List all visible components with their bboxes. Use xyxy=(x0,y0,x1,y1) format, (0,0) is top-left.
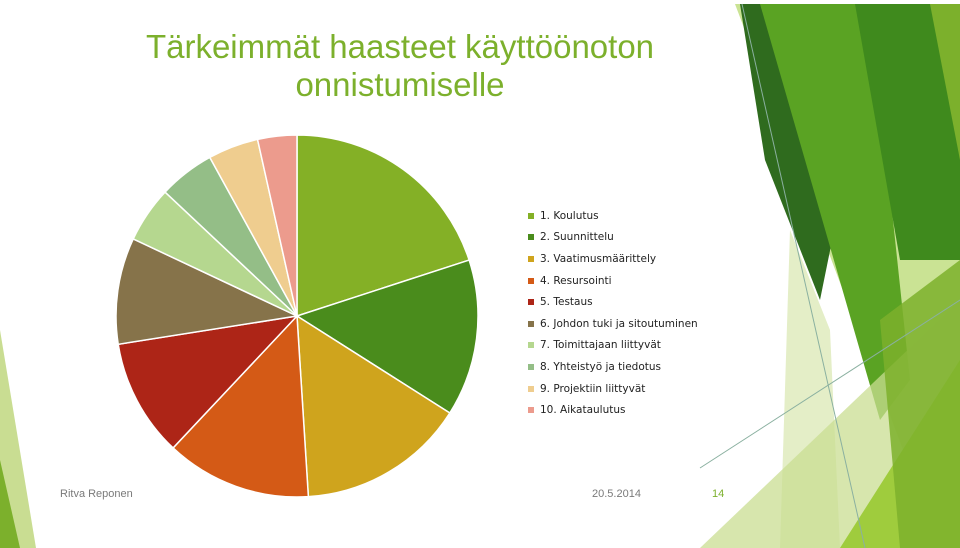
legend-swatch xyxy=(528,277,534,284)
footer-date: 20.5.2014 xyxy=(592,488,641,500)
legend-item-8: 8. Yhteistyö ja tiedotus xyxy=(528,356,698,378)
legend-label: 9. Projektiin liittyvät xyxy=(540,382,646,395)
deco-line xyxy=(741,3,866,548)
legend-label: 10. Aikataulutus xyxy=(540,404,626,417)
legend-label: 3. Vaatimusmäärittely xyxy=(540,252,657,265)
legend-swatch xyxy=(528,363,534,370)
deco-line xyxy=(699,299,960,469)
legend-swatch xyxy=(528,385,534,392)
legend-item-10: 10. Aikataulutus xyxy=(528,399,698,421)
pie-chart xyxy=(115,134,479,498)
legend-item-3: 3. Vaatimusmäärittely xyxy=(528,248,698,270)
legend-swatch xyxy=(528,212,534,219)
pie-slice-10 xyxy=(256,134,298,317)
pie-slice-3 xyxy=(296,314,451,498)
legend-swatch xyxy=(528,255,534,262)
legend-label: 7. Toimittajaan liittyvät xyxy=(540,339,661,352)
title-line-1: Tärkeimmät haasteet käyttöönoton xyxy=(145,28,655,65)
legend-label: 6. Johdon tuki ja sitoutuminen xyxy=(540,317,698,330)
footer-author: Ritva Reponen xyxy=(60,488,133,500)
legend-label: 2. Suunnittelu xyxy=(540,231,614,244)
legend-item-5: 5. Testaus xyxy=(528,291,698,313)
pie-slice-6 xyxy=(115,237,300,346)
legend-item-9: 9. Projektiin liittyvät xyxy=(528,378,698,400)
slide-title: Tärkeimmät haasteet käyttöönoton onnistu… xyxy=(80,28,720,104)
legend-swatch xyxy=(528,407,534,414)
pie-slice-4 xyxy=(172,314,310,498)
legend-swatch xyxy=(528,320,534,327)
deco-shape xyxy=(855,4,960,260)
deco-shape xyxy=(0,460,20,548)
legend-swatch xyxy=(528,342,534,349)
pie-slice-1 xyxy=(296,134,471,318)
deco-shape xyxy=(880,260,960,548)
page-number: 14 xyxy=(712,488,725,500)
chart-legend: 1. Koulutus 2. Suunnittelu 3. Vaatimusmäär… xyxy=(528,205,698,421)
pie-slice-5 xyxy=(117,314,300,450)
legend-item-7: 7. Toimittajaan liittyvät xyxy=(528,335,698,357)
pie-slice-2 xyxy=(295,259,479,415)
deco-shape xyxy=(0,330,36,548)
title-line-2: onnistumiselle xyxy=(295,66,505,103)
legend-label: 4. Resursointi xyxy=(540,274,612,287)
legend-swatch xyxy=(528,299,534,306)
legend-item-2: 2. Suunnittelu xyxy=(528,227,698,249)
legend-swatch xyxy=(528,234,534,241)
deco-shape xyxy=(930,4,960,160)
legend-item-4: 4. Resursointi xyxy=(528,270,698,292)
legend-item-1: 1. Koulutus xyxy=(528,205,698,227)
legend-label: 8. Yhteistyö ja tiedotus xyxy=(540,360,661,373)
legend-label: 1. Koulutus xyxy=(540,209,599,222)
deco-shape xyxy=(760,4,910,420)
legend-item-6: 6. Johdon tuki ja sitoutuminen xyxy=(528,313,698,335)
legend-label: 5. Testaus xyxy=(540,296,593,309)
